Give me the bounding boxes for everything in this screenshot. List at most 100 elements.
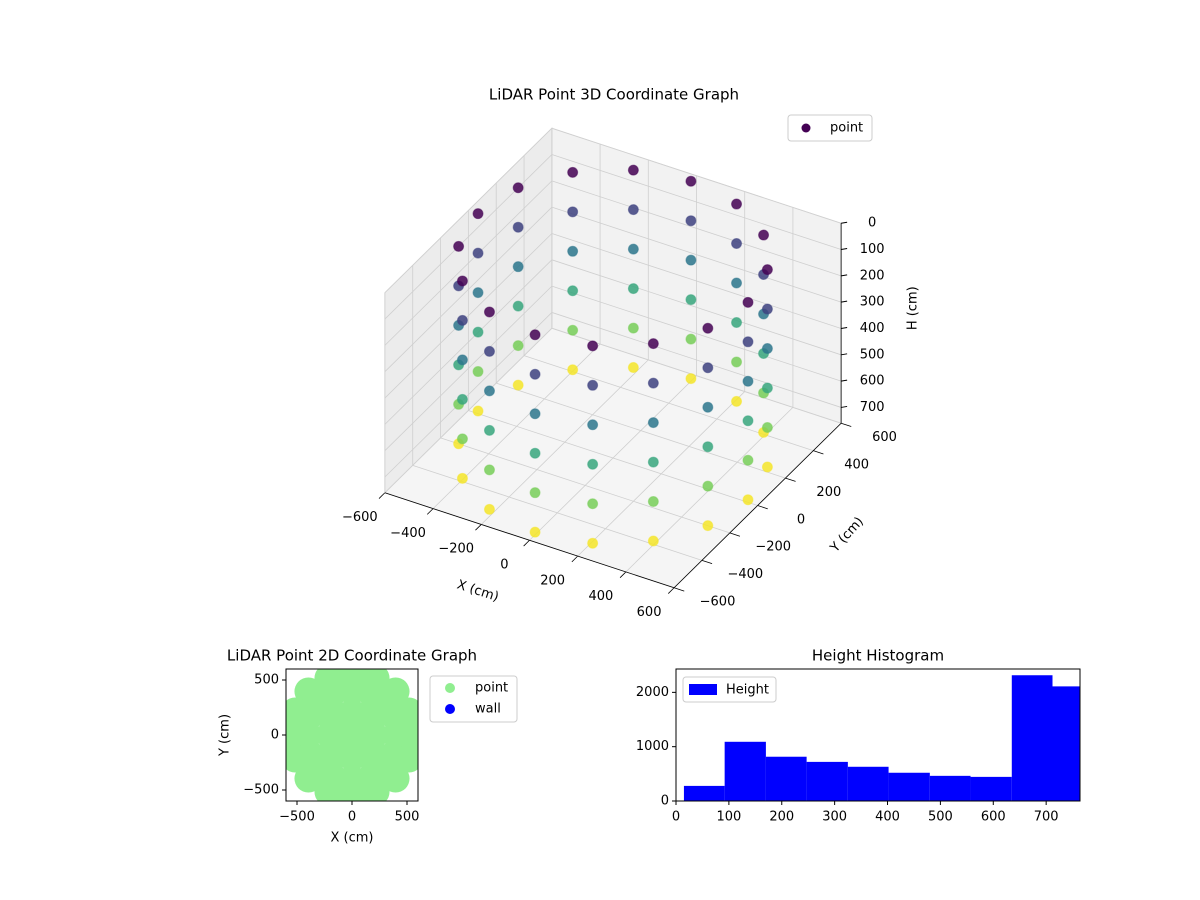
point xyxy=(647,456,659,468)
point xyxy=(456,472,468,484)
legend-marker xyxy=(445,704,455,714)
bar xyxy=(683,785,725,801)
point xyxy=(338,782,366,801)
y-tick xyxy=(757,505,768,510)
point xyxy=(647,377,659,389)
legend-label: Height xyxy=(726,683,769,698)
bar xyxy=(888,772,930,801)
y-tick-label: 1000 xyxy=(636,739,669,754)
grid-line xyxy=(384,180,553,346)
z-tick-label: 200 xyxy=(860,268,885,283)
grid-line xyxy=(496,382,786,479)
x-tick-label: 200 xyxy=(769,810,794,825)
legend-marker xyxy=(689,684,717,695)
point xyxy=(742,296,754,308)
x-tick-label: 300 xyxy=(822,810,847,825)
y-tick-label: 400 xyxy=(844,457,869,472)
point xyxy=(483,345,495,357)
z-tick xyxy=(841,379,848,382)
point xyxy=(761,343,773,355)
point xyxy=(731,238,743,250)
point xyxy=(512,340,524,352)
point xyxy=(761,421,773,433)
y-tick-label: −500 xyxy=(243,783,279,798)
y-tick-label: 500 xyxy=(254,673,279,688)
point xyxy=(627,322,639,334)
point xyxy=(627,164,639,176)
y-tick-label: 2000 xyxy=(636,685,669,700)
point xyxy=(761,382,773,394)
bar xyxy=(929,775,971,801)
point xyxy=(472,287,484,299)
point xyxy=(529,526,541,538)
y-tick-label: 600 xyxy=(872,430,897,445)
point xyxy=(587,498,599,510)
bar xyxy=(970,776,1012,801)
bar xyxy=(765,756,807,801)
z-tick-label: 300 xyxy=(860,295,885,310)
z-tick-label: 700 xyxy=(860,400,885,415)
z-tick xyxy=(841,300,848,303)
x-axis-label: X (cm) xyxy=(331,831,374,846)
x-tick xyxy=(667,587,675,594)
x-tick-label: −200 xyxy=(438,542,474,557)
point xyxy=(456,275,468,287)
point xyxy=(742,494,754,506)
z-tick xyxy=(841,326,848,329)
point xyxy=(647,496,659,508)
point xyxy=(399,721,418,749)
grid-line xyxy=(384,259,553,425)
point xyxy=(587,379,599,391)
point xyxy=(742,415,754,427)
point xyxy=(512,261,524,273)
grid-line xyxy=(384,285,553,451)
y-tick-label: −200 xyxy=(755,540,791,555)
point xyxy=(761,303,773,315)
point xyxy=(529,408,541,420)
chart-title: Height Histogram xyxy=(812,647,944,665)
x-tick xyxy=(571,555,578,563)
y-tick-label: −400 xyxy=(727,567,763,582)
grid-line xyxy=(551,285,842,382)
point xyxy=(731,277,743,289)
point xyxy=(483,306,495,318)
point xyxy=(529,487,541,499)
legend-label: wall xyxy=(475,702,501,717)
legend-marker xyxy=(445,683,455,693)
grid-line xyxy=(551,312,842,408)
y-tick xyxy=(673,587,685,592)
grid-line xyxy=(551,127,842,224)
point xyxy=(587,419,599,431)
z-axis-label: H (cm) xyxy=(906,286,921,330)
bar xyxy=(1011,675,1053,801)
grid-line xyxy=(384,233,553,399)
point xyxy=(567,166,579,178)
x-tick-label: 0 xyxy=(348,810,356,825)
point xyxy=(685,175,697,187)
grid-line xyxy=(551,233,842,329)
point xyxy=(529,329,541,341)
point xyxy=(627,204,639,216)
point xyxy=(758,229,770,241)
grid-line xyxy=(551,206,842,303)
point xyxy=(647,338,659,350)
x-tick-label: 600 xyxy=(981,810,1006,825)
bar xyxy=(1052,686,1080,801)
x-tick-label: 100 xyxy=(716,810,741,825)
point xyxy=(456,354,468,366)
point xyxy=(567,285,579,297)
z-tick xyxy=(841,353,848,356)
x-tick-label: −600 xyxy=(342,510,378,525)
point xyxy=(294,764,323,793)
y-axis-label: Y (cm) xyxy=(218,714,233,757)
x-tick-label: 500 xyxy=(395,810,420,825)
point xyxy=(567,324,579,336)
z-tick xyxy=(841,274,848,277)
x-tick-label: 600 xyxy=(637,605,662,620)
bar xyxy=(847,766,889,801)
point xyxy=(761,461,773,473)
x-tick xyxy=(475,524,482,531)
grid-line xyxy=(384,154,553,320)
grid-line xyxy=(551,180,842,277)
point xyxy=(731,198,743,210)
